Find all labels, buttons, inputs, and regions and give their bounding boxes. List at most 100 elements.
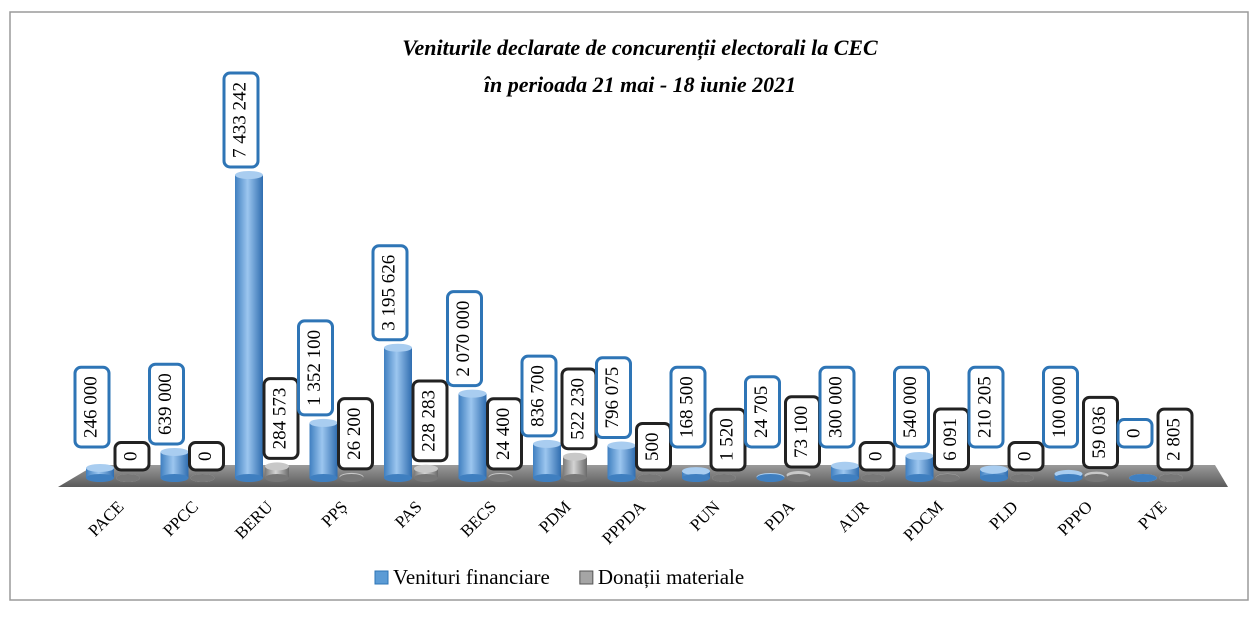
bar xyxy=(533,444,561,478)
bar-cap xyxy=(682,467,710,475)
data-label-text: 796 075 xyxy=(602,367,623,429)
bar-cap xyxy=(906,452,934,460)
data-label: 6 091 xyxy=(935,409,969,470)
bar-foot xyxy=(86,474,114,482)
data-label: 246 000 xyxy=(75,367,109,447)
bar-foot xyxy=(265,474,289,482)
bar-foot xyxy=(384,474,412,482)
bar-foot xyxy=(608,474,636,482)
data-label-text: 639 000 xyxy=(155,373,176,435)
bar-cap xyxy=(310,419,338,427)
chart-title: în perioada 21 mai - 18 iunie 2021 xyxy=(484,72,796,97)
bar-foot xyxy=(459,474,487,482)
data-label: 73 100 xyxy=(786,397,820,467)
legend-swatch xyxy=(375,571,388,584)
data-label-text: 540 000 xyxy=(900,376,921,438)
data-label: 2 805 xyxy=(1158,409,1192,470)
data-label: 7 433 242 xyxy=(224,73,258,167)
data-label: 2 070 000 xyxy=(448,292,482,386)
data-label-text: 2 070 000 xyxy=(453,301,474,377)
bar-cap xyxy=(384,344,412,352)
data-label: 0 xyxy=(860,443,894,471)
bar-foot xyxy=(1085,474,1109,482)
data-label: 210 205 xyxy=(969,367,1003,447)
data-label: 639 000 xyxy=(150,364,184,444)
legend-label: Venituri financiare xyxy=(393,565,550,589)
bar-cap xyxy=(86,464,114,472)
bar-foot xyxy=(235,474,263,482)
data-label-text: 26 200 xyxy=(344,408,365,460)
data-label: 24 400 xyxy=(488,399,522,469)
bar-cap xyxy=(265,462,289,470)
data-label: 522 230 xyxy=(562,369,596,449)
data-label-text: 2 805 xyxy=(1163,418,1184,461)
bar-foot xyxy=(906,474,934,482)
data-label: 3 195 626 xyxy=(373,246,407,340)
data-label-text: 1 352 100 xyxy=(304,330,325,406)
bar-cap xyxy=(161,448,189,456)
bar-cap xyxy=(533,440,561,448)
data-label: 300 000 xyxy=(820,367,854,447)
data-label: 836 700 xyxy=(522,356,556,436)
data-label-text: 836 700 xyxy=(527,365,548,427)
bar-foot xyxy=(310,474,338,482)
data-label: 284 573 xyxy=(264,379,298,459)
bar-cap xyxy=(980,465,1008,473)
bar xyxy=(310,423,338,478)
bar xyxy=(459,394,487,478)
data-label-text: 100 000 xyxy=(1049,376,1070,438)
bar-foot xyxy=(831,474,859,482)
data-label-text: 500 xyxy=(642,432,663,461)
bar-foot xyxy=(191,474,215,482)
data-label-text: 73 100 xyxy=(791,406,812,458)
data-label-text: 0 xyxy=(1014,452,1035,462)
data-label-text: 210 205 xyxy=(974,376,995,438)
data-label-text: 59 036 xyxy=(1089,406,1110,458)
data-label: 59 036 xyxy=(1084,397,1118,467)
data-label-text: 300 000 xyxy=(825,376,846,438)
data-label-text: 24 705 xyxy=(751,386,772,438)
bar-cap xyxy=(459,390,487,398)
bar-foot xyxy=(489,474,513,482)
data-label: 26 200 xyxy=(339,399,373,469)
data-label: 796 075 xyxy=(597,358,631,438)
data-label-text: 0 xyxy=(1123,429,1144,439)
bar-foot xyxy=(1055,474,1083,482)
data-label-text: 24 400 xyxy=(493,408,514,460)
bar-foot xyxy=(340,474,364,482)
data-label-text: 228 283 xyxy=(418,390,439,452)
bar-foot xyxy=(161,474,189,482)
data-label-text: 3 195 626 xyxy=(378,255,399,331)
data-label-text: 284 573 xyxy=(269,388,290,450)
legend-label: Donații materiale xyxy=(598,565,744,589)
data-label-text: 1 520 xyxy=(716,418,737,461)
data-label: 228 283 xyxy=(413,381,447,461)
bar-cap xyxy=(414,465,438,473)
data-label: 0 xyxy=(115,443,149,471)
bar-foot xyxy=(712,474,736,482)
legend-swatch xyxy=(580,571,593,584)
data-label-text: 0 xyxy=(195,452,216,462)
data-label-text: 0 xyxy=(865,452,886,462)
data-label-text: 246 000 xyxy=(80,376,101,438)
data-label-text: 6 091 xyxy=(940,418,961,461)
bar xyxy=(608,446,636,478)
data-label: 540 000 xyxy=(895,367,929,447)
data-label-text: 522 230 xyxy=(567,378,588,440)
bar-foot xyxy=(116,474,140,482)
bar-foot xyxy=(414,474,438,482)
data-label: 24 705 xyxy=(746,377,780,447)
bar-cap xyxy=(608,442,636,450)
bar-cap xyxy=(563,453,587,461)
bar xyxy=(384,348,412,478)
bar-foot xyxy=(533,474,561,482)
data-label: 1 520 xyxy=(711,409,745,470)
data-label: 0 xyxy=(1009,443,1043,471)
data-label: 0 xyxy=(190,443,224,471)
data-label: 500 xyxy=(637,423,671,470)
bar-foot xyxy=(638,474,662,482)
data-label-text: 168 500 xyxy=(676,376,697,438)
bar-foot xyxy=(787,474,811,482)
data-label-text: 7 433 242 xyxy=(229,82,250,158)
